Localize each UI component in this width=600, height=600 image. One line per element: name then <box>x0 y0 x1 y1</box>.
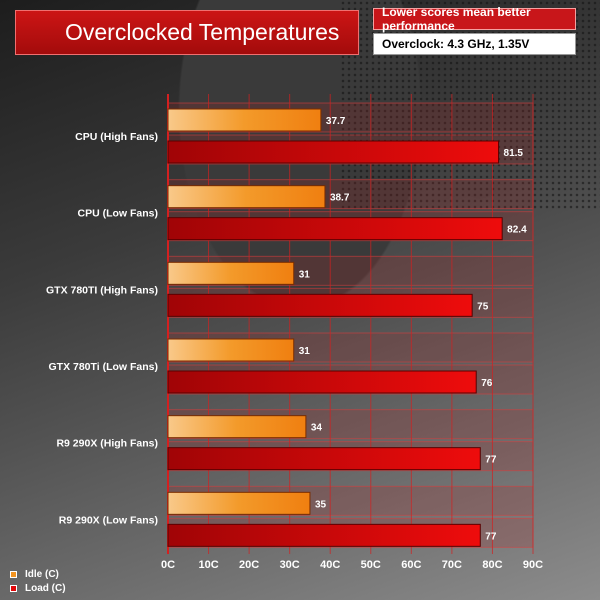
legend-swatch-load <box>10 584 17 592</box>
overclock-info: Overclock: 4.3 GHz, 1.35V <box>373 33 576 55</box>
bar-load <box>167 293 473 317</box>
bar-load <box>167 523 481 547</box>
bar-load <box>167 217 503 241</box>
data-label-idle: 38.7 <box>330 193 350 204</box>
data-label-idle: 34 <box>311 423 323 434</box>
x-tick-label: 0C <box>161 559 175 571</box>
legend-item-idle: Idle (C) <box>10 568 66 580</box>
legend-item-load: Load (C) <box>10 582 66 594</box>
legend-label-idle: Idle (C) <box>25 568 59 580</box>
bar-idle <box>167 338 295 362</box>
data-label-load: 76 <box>481 378 493 389</box>
data-label-idle: 37.7 <box>326 116 346 127</box>
category-label: GTX 780Ti (Low Fans) <box>49 361 159 373</box>
x-tick-label: 20C <box>239 559 259 571</box>
data-label-load: 77 <box>485 531 497 542</box>
x-tick-label: 40C <box>320 559 340 571</box>
bar-idle <box>167 415 307 439</box>
category-label: CPU (High Fans) <box>75 131 158 143</box>
legend: Idle (C) Load (C) <box>10 568 66 596</box>
x-tick-label: 10C <box>198 559 218 571</box>
x-tick-label: 90C <box>523 559 543 571</box>
x-tick-label: 30C <box>280 559 300 571</box>
data-label-load: 77 <box>485 455 497 466</box>
category-label: R9 290X (Low Fans) <box>59 514 158 526</box>
bar-idle <box>167 491 311 515</box>
bar-load <box>167 140 500 164</box>
x-tick-label: 70C <box>442 559 462 571</box>
chart-title: Overclocked Temperatures <box>15 10 359 55</box>
legend-swatch-idle <box>10 570 17 578</box>
category-label: CPU (Low Fans) <box>78 208 159 220</box>
x-tick-label: 60C <box>401 559 421 571</box>
category-label: R9 290X (High Fans) <box>56 438 158 450</box>
x-tick-label: 50C <box>361 559 381 571</box>
x-tick-label: 80C <box>482 559 502 571</box>
bar-load <box>167 370 477 394</box>
data-label-load: 75 <box>477 301 489 312</box>
bar-idle <box>167 261 295 285</box>
category-label: GTX 780TI (High Fans) <box>46 284 158 296</box>
bar-idle <box>167 185 326 209</box>
legend-label-load: Load (C) <box>25 582 66 594</box>
data-label-load: 81.5 <box>504 148 524 159</box>
bar-idle <box>167 108 322 132</box>
data-label-idle: 31 <box>299 269 311 280</box>
data-label-idle: 35 <box>315 499 327 510</box>
performance-note: Lower scores mean better performance <box>373 5 576 33</box>
data-label-idle: 31 <box>299 346 311 357</box>
bar-load <box>167 447 481 471</box>
data-label-load: 82.4 <box>507 225 527 236</box>
